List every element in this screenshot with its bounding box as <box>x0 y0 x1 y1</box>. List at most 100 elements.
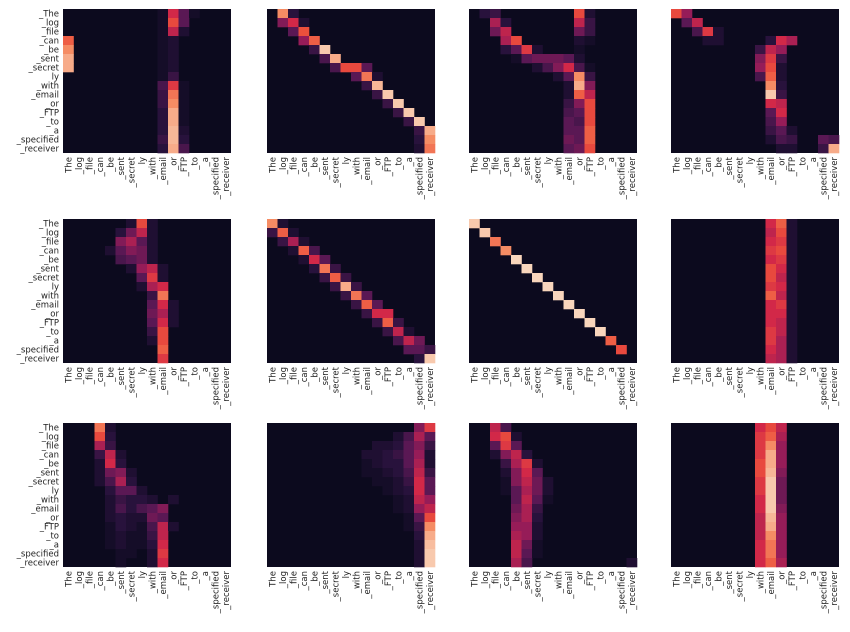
x-tick-label: _or <box>373 367 383 381</box>
x-tick-label: _file <box>491 367 501 385</box>
heatmap-cell <box>563 117 575 127</box>
heatmap-cell <box>115 549 127 559</box>
heatmap-cell <box>776 558 787 568</box>
heatmap-cell <box>126 255 137 265</box>
x-tick-label: _can <box>502 157 512 178</box>
x-tick-label: ly <box>138 571 148 578</box>
heatmap-cell <box>330 264 341 274</box>
heatmap-cell <box>403 450 415 460</box>
heatmap-cell <box>136 228 148 238</box>
heatmap-panel: The _log _file _can _be _sent _secret ly _with _e… <box>267 9 436 200</box>
heatmap-cell <box>776 117 787 127</box>
x-tick-label: _can <box>300 367 310 388</box>
heatmap-cell <box>168 318 179 328</box>
heatmap-cell <box>776 291 787 301</box>
heatmap-cell <box>382 450 394 460</box>
heatmap-cell <box>521 522 533 532</box>
heatmap-cell <box>126 228 137 238</box>
heatmap-cell <box>574 63 585 73</box>
x-tick-label: The <box>672 571 682 588</box>
x-tick-label: _to <box>394 367 404 381</box>
x-tick-label: ly <box>342 367 352 374</box>
x-tick-label: The <box>672 157 682 174</box>
x-tick-label: _receiver <box>830 367 840 407</box>
x-tick-label: _with <box>756 367 766 390</box>
x-tick-label: ly <box>138 157 148 164</box>
heatmap-cell <box>532 486 543 496</box>
x-tick-label: _FTP <box>384 571 394 591</box>
heatmap-cell <box>765 441 777 451</box>
heatmap-cell <box>157 354 169 364</box>
x-tick-label: ly <box>746 367 756 374</box>
heatmap-cell <box>351 72 362 82</box>
heatmap-cell <box>755 459 766 469</box>
x-tick-label: _FTP <box>788 157 798 177</box>
heatmap-cell <box>532 513 543 523</box>
heatmap-cell <box>63 36 74 46</box>
heatmap-cell <box>584 126 596 136</box>
x-tick-label: _secret <box>331 156 341 188</box>
heatmap-cell <box>147 237 158 247</box>
heatmap-cell <box>786 228 798 238</box>
heatmap-cell <box>574 81 585 91</box>
heatmap-cell <box>414 345 425 355</box>
heatmap-cell <box>500 36 512 46</box>
heatmap-cell <box>755 45 766 55</box>
y-tick-label: _a <box>49 337 59 347</box>
x-tick-label: _with <box>554 157 564 180</box>
x-tick-label: _specified <box>819 367 829 410</box>
heatmap-cell <box>765 246 777 256</box>
heatmap-cell <box>786 327 798 337</box>
heatmap-cell <box>755 63 766 73</box>
x-tick-label: _can <box>96 157 106 178</box>
heatmap-cell <box>424 522 436 532</box>
heatmap-cell <box>105 477 116 487</box>
heatmap-cell <box>403 522 415 532</box>
y-tick-label: _sent <box>35 55 59 65</box>
heatmap-cell <box>500 441 512 451</box>
heatmap-cell <box>298 18 310 28</box>
heatmap-cell <box>372 81 383 91</box>
heatmap-cell <box>147 309 158 319</box>
x-tick-label: _email <box>565 367 575 396</box>
heatmap-cell <box>765 345 777 355</box>
heatmap-cell <box>755 522 766 532</box>
x-tick-label: _secret <box>735 570 745 602</box>
heatmap-cell <box>755 468 766 478</box>
heatmap-cell <box>403 336 415 346</box>
x-tick-label: _can <box>704 571 714 592</box>
heatmap-cell <box>511 468 522 478</box>
heatmap-cell <box>126 264 137 274</box>
heatmap-cell <box>626 558 638 568</box>
heatmap-cell <box>94 477 106 487</box>
x-tick-label: _be <box>106 157 116 173</box>
heatmap-cell <box>157 27 169 37</box>
heatmap-cell <box>414 117 425 127</box>
y-tick-label: _log <box>41 19 59 29</box>
heatmap-cell <box>288 27 299 37</box>
heatmap-cell <box>786 219 798 229</box>
x-tick-label: _secret <box>533 366 543 398</box>
heatmap-cell <box>786 354 798 364</box>
heatmap-cell <box>372 468 383 478</box>
x-tick-label: _specified <box>819 571 829 614</box>
heatmap-cell <box>147 255 158 265</box>
y-tick-label: _sent <box>35 265 59 275</box>
heatmap-cell <box>532 549 543 559</box>
x-tick-label: _log <box>279 571 289 589</box>
heatmap-cell <box>298 255 310 265</box>
heatmap-cell <box>414 336 425 346</box>
heatmap-cell <box>168 309 179 319</box>
heatmap-cell <box>584 36 596 46</box>
heatmap-cell <box>786 309 798 319</box>
heatmap-cell <box>136 282 148 292</box>
heatmap-cell <box>372 309 383 319</box>
heatmap-cell <box>765 327 777 337</box>
heatmap-cell <box>372 300 383 310</box>
x-tick-label: _FTP <box>586 157 596 177</box>
heatmap-cell <box>178 117 190 127</box>
heatmap-cell <box>277 228 289 238</box>
x-tick-label: _can <box>704 157 714 178</box>
heatmap-cell <box>351 282 362 292</box>
heatmap-cell <box>776 72 787 82</box>
